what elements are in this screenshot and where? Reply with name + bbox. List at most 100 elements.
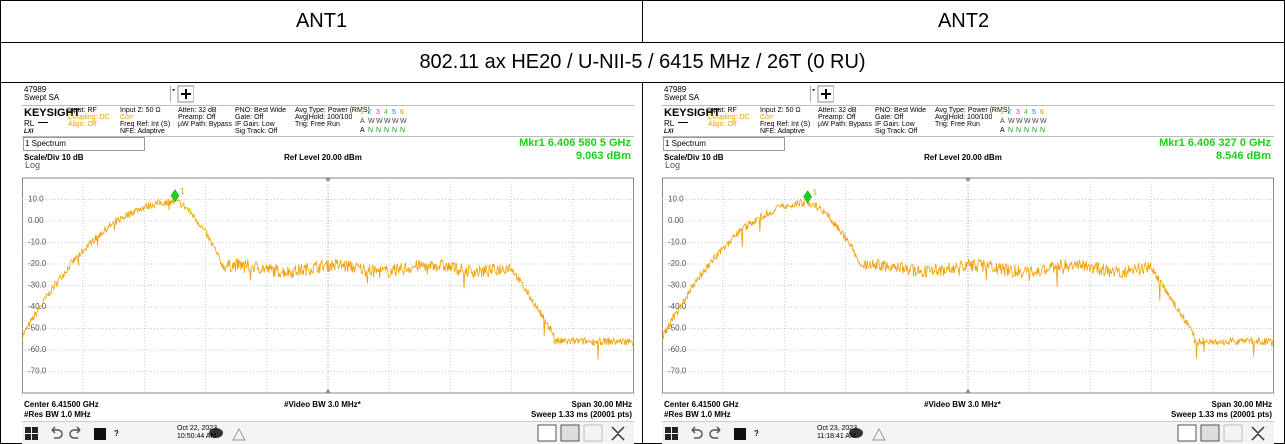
sweep: Sweep 1.33 ms (20001 pts) — [531, 410, 632, 419]
info-item: Align: Off — [708, 121, 737, 128]
window-name: 1 Spectrum — [665, 139, 706, 148]
window-select — [663, 137, 785, 151]
info-item: Trig: Free Run — [935, 121, 980, 128]
info-item: µW Path: Bypass — [178, 121, 232, 128]
trace — [22, 198, 634, 360]
y-tick-label: -20.0 — [668, 259, 687, 268]
header: ANT2 — [937, 10, 990, 32]
trace-indicator: A — [360, 118, 365, 125]
info-item: Sig Track: Off — [235, 128, 278, 135]
info-item: Input: RF — [68, 107, 97, 114]
title: 802.11 ax HE20 / U-NII-5 / 6415 MHz / 26… — [419, 51, 866, 73]
add-button[interactable] — [812, 85, 834, 103]
trace-indicator: 3 — [1016, 109, 1020, 116]
res-bw: #Res BW 1.0 MHz — [664, 410, 731, 419]
trace-indicator: W — [368, 118, 375, 125]
y-tick-label: -30.0 — [28, 281, 47, 290]
info-item: µW Path: Bypass — [818, 121, 872, 128]
info-item: Sig Track: Off — [875, 128, 918, 135]
y-tick-label: -40.0 — [668, 302, 687, 311]
info-item: Coupling: DC — [708, 114, 750, 121]
info-item: NFE: Adaptive — [760, 128, 805, 135]
info-bar — [662, 105, 1274, 137]
info-item: Avg|Hold: 100/100 — [935, 114, 993, 121]
title-cell: 802.11 ax HE20 / U-NII-5 / 6415 MHz / 26… — [0, 42, 1285, 83]
header-cell: ANT2 — [642, 0, 1285, 43]
ref-level: Ref Level 20.00 dBm — [284, 153, 362, 162]
info-item: Gate: Off — [875, 114, 904, 121]
trace-indicator: W — [392, 118, 399, 125]
marker-label: 1 — [180, 187, 185, 196]
svg-text:?: ? — [754, 429, 759, 438]
log-label: Log — [25, 160, 41, 170]
trace-indicator: W — [1032, 118, 1039, 125]
header: ANT1 — [295, 10, 348, 32]
trace-indicator: 4 — [384, 109, 388, 116]
marker-value: 9.063 dBm — [575, 150, 631, 162]
bottom-tick — [965, 389, 971, 393]
info-item: Atten: 32 dB — [818, 107, 857, 114]
rl-label: RL — [24, 119, 35, 128]
taskbar — [22, 421, 634, 444]
y-tick-label: -60.0 — [668, 345, 687, 354]
trace-indicator: W — [1024, 118, 1031, 125]
add-button[interactable] — [172, 85, 194, 103]
mode: Swept SA — [664, 93, 700, 102]
info-item: Avg Type: Power (RMS) — [935, 107, 1010, 114]
info-item: PNO: Best Wide — [235, 107, 286, 114]
center-freq: Center 6.41500 GHz — [664, 400, 739, 409]
trace-indicator: W — [400, 118, 407, 125]
spectrum-plot: 10.0 0.00 -10.0 -20.0 -30.0 -40.0 -50.0 -60.0 -7… — [22, 177, 634, 394]
marker-readout: Mkr1 6.406 327 0 GHz — [1159, 137, 1271, 149]
y-tick-label: -10.0 — [28, 238, 47, 247]
taskbar-icons[interactable]: ? — [662, 422, 1274, 444]
span: Span 30.00 MHz — [1211, 400, 1272, 409]
y-tick-label: -70.0 — [668, 367, 687, 376]
center-tick — [965, 178, 971, 182]
video-bw: #Video BW 3.0 MHz* — [284, 400, 361, 409]
ref-level: Ref Level 20.00 dBm — [924, 153, 1002, 162]
trace-indicator: N — [1024, 127, 1030, 134]
trace-indicator: W — [376, 118, 383, 125]
info-item: Corr — [120, 114, 134, 121]
y-tick-label: 0.00 — [28, 216, 44, 225]
log-label: Log — [665, 160, 681, 170]
trace-indicator: 4 — [1024, 109, 1028, 116]
y-tick-label: -60.0 — [28, 345, 47, 354]
y-tick-label: -50.0 — [28, 324, 47, 333]
y-tick-label: -30.0 — [668, 281, 687, 290]
dropdown — [810, 86, 829, 102]
trace — [662, 197, 1274, 359]
trace-indicator: 6 — [1040, 109, 1044, 116]
info-item: Preamp: Off — [818, 114, 856, 121]
y-tick-label: -40.0 — [28, 302, 47, 311]
y-tick-label: 10.0 — [668, 195, 684, 204]
marker-diamond — [803, 190, 812, 204]
date: Oct 23, 2023 — [817, 425, 858, 432]
scale-div: Scale/Div 10 dB — [664, 153, 724, 162]
trace-indicator: N — [376, 127, 382, 134]
instrument-id: 47989 — [24, 85, 47, 94]
y-tick-label: -10.0 — [668, 238, 687, 247]
marker-diamond — [170, 189, 180, 203]
header-cell: ANT1 — [0, 0, 643, 43]
trace-indicator: W — [1040, 118, 1047, 125]
taskbar-icons[interactable]: ? — [22, 422, 634, 444]
trace-indicator: 6 — [400, 109, 404, 116]
time: 11:18:41 AM — [817, 433, 856, 440]
y-tick-label: -20.0 — [28, 259, 47, 268]
y-tick-label: -70.0 — [28, 367, 47, 376]
center-freq: Center 6.41500 GHz — [24, 400, 99, 409]
trace-indicator: W — [1016, 118, 1023, 125]
trace-indicator: 1 — [1000, 109, 1004, 116]
trace-indicator: N — [368, 127, 374, 134]
lxi-logo: LXI — [664, 129, 674, 135]
date: Oct 22, 2023 — [177, 425, 218, 432]
trace-indicator: N — [392, 127, 398, 134]
trace-indicator: 5 — [1032, 109, 1036, 116]
trace-indicator: W — [1008, 118, 1015, 125]
info-item: PNO: Best Wide — [875, 107, 926, 114]
center-tick — [325, 178, 331, 182]
marker-readout: Mkr1 6.406 580 5 GHz — [519, 137, 631, 149]
